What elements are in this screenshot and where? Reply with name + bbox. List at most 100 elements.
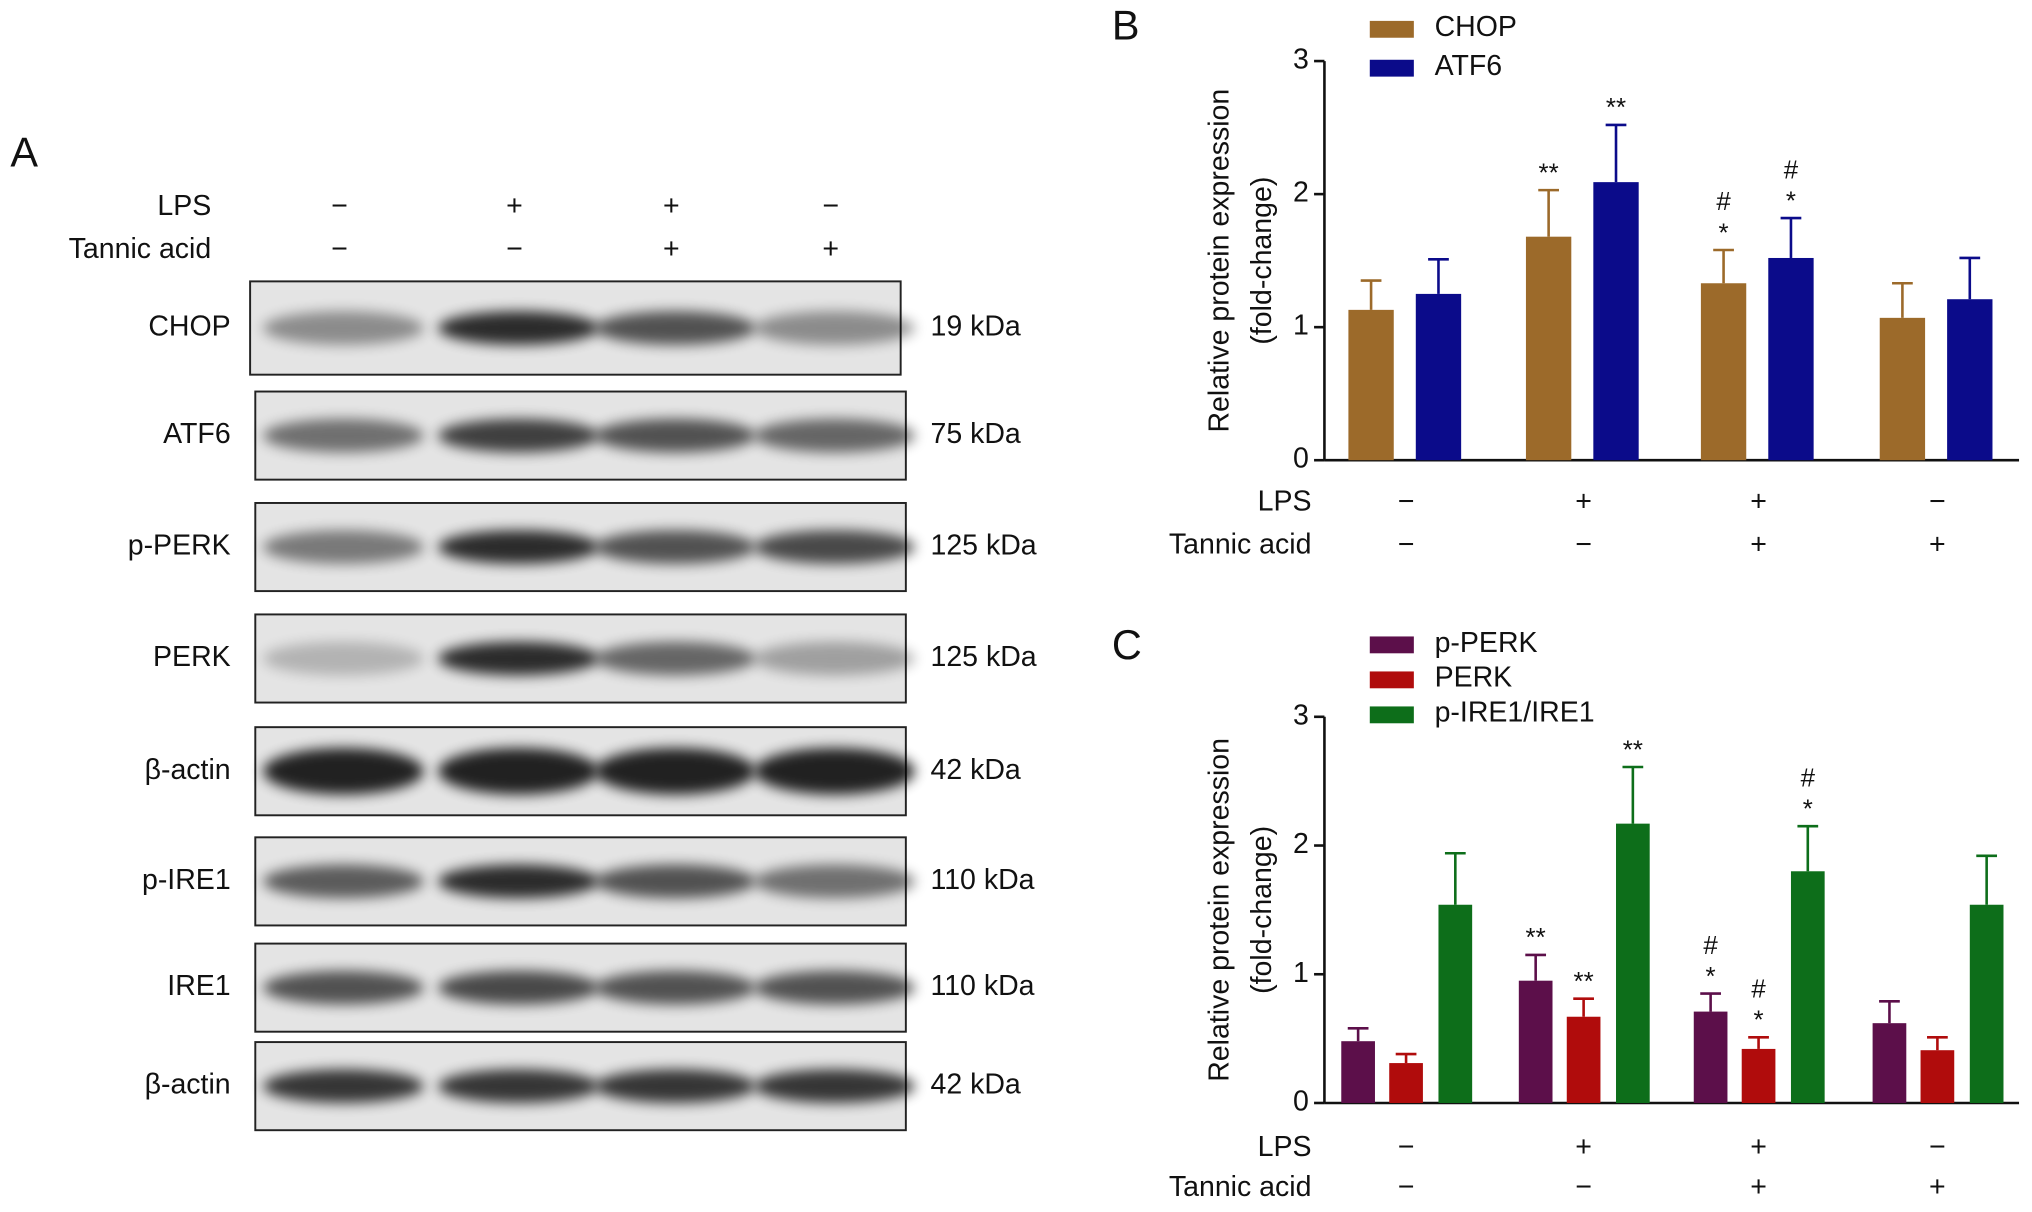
bar [1768, 257, 1814, 461]
y-tick-label: 2 [1293, 177, 1309, 209]
condition-sign: − [1929, 1131, 1946, 1163]
bar [1518, 980, 1553, 1103]
condition-sign: − [1398, 1131, 1415, 1163]
condition-sign: + [1575, 1131, 1592, 1163]
y-axis-label: Relative protein expression [1203, 738, 1235, 1082]
condition-label: LPS [157, 190, 211, 222]
blot-band [754, 530, 915, 564]
bar [1438, 904, 1473, 1103]
row-label: CHOP [148, 311, 230, 343]
error-bar [1748, 1036, 1769, 1049]
bar [1616, 823, 1650, 1103]
legend-label: p-IRE1/IRE1 [1435, 697, 1595, 729]
blot-band [438, 530, 599, 564]
condition-sign: − [1398, 486, 1415, 518]
blot-band [438, 418, 599, 453]
blot-band [438, 747, 599, 795]
condition-sign: + [506, 190, 523, 222]
y-tick-label: 0 [1293, 1086, 1309, 1118]
blot-band [594, 1069, 756, 1103]
blot-band [438, 641, 599, 676]
error-bar [1713, 248, 1734, 284]
row-size: 75 kDa [930, 418, 1020, 450]
condition-sign: + [1929, 1171, 1946, 1203]
blot-band [754, 1069, 915, 1103]
y-tick-label: 3 [1293, 44, 1309, 76]
row-label: IRE1 [167, 970, 230, 1002]
significance: ** [1606, 94, 1626, 122]
y-tick-label: 3 [1293, 699, 1309, 731]
condition-sign: + [663, 190, 680, 222]
condition-sign: + [1750, 486, 1767, 518]
bar [1593, 182, 1639, 461]
blot-band [594, 747, 756, 795]
error-bar [1444, 851, 1466, 905]
significance: * [1719, 219, 1729, 247]
condition-sign: + [663, 233, 680, 265]
error-bar [1605, 123, 1627, 183]
significance: * [1803, 796, 1813, 824]
legend-swatch [1369, 671, 1414, 689]
row-label: p-PERK [128, 530, 231, 562]
significance: ** [1526, 924, 1546, 952]
row-label: ATF6 [163, 418, 231, 450]
blot-band [754, 747, 915, 795]
error-bar [1360, 279, 1382, 310]
blot-band [263, 1069, 424, 1103]
significance: * [1754, 1007, 1764, 1035]
blot-band [438, 1069, 599, 1103]
bar [1700, 283, 1747, 461]
legend-swatch [1369, 59, 1414, 77]
legend-label: PERK [1435, 662, 1513, 694]
y-axis-label: (fold-change) [1246, 826, 1278, 994]
bar [1920, 1050, 1955, 1103]
row-size: 19 kDa [930, 311, 1020, 343]
row-size: 110 kDa [930, 970, 1034, 1002]
significance: # [1751, 976, 1766, 1004]
condition-sign: + [1575, 486, 1592, 518]
row-label: β-actin [145, 754, 231, 786]
condition-sign: − [1398, 1171, 1415, 1203]
bar [1341, 1041, 1375, 1103]
condition-sign: + [1750, 1131, 1767, 1163]
bar [1741, 1048, 1776, 1103]
blot-band [754, 641, 915, 676]
condition-label: LPS [1258, 1131, 1312, 1163]
blot-band [594, 641, 756, 676]
y-tick-label: 1 [1293, 957, 1309, 989]
condition-sign: − [331, 233, 348, 265]
y-tick-label: 2 [1293, 828, 1309, 860]
blot-band [438, 864, 599, 899]
bar [1872, 1023, 1907, 1103]
condition-label: LPS [1258, 486, 1312, 518]
legend-label: p-PERK [1435, 627, 1538, 659]
condition-sign: + [1929, 528, 1946, 560]
error-bar [1927, 1036, 1948, 1051]
blot-band [263, 747, 424, 795]
error-bar [1395, 1052, 1417, 1064]
error-bar [1892, 281, 1913, 318]
significance: * [1786, 187, 1796, 215]
blot-band [263, 970, 424, 1005]
error-bar [1538, 188, 1559, 237]
error-bar [1700, 992, 1721, 1012]
bar [1348, 309, 1394, 461]
error-bar [1959, 256, 1981, 300]
bar [1790, 871, 1825, 1103]
condition-sign: + [822, 233, 839, 265]
blot-band [263, 864, 424, 899]
condition-sign: − [331, 190, 348, 222]
condition-sign: − [1929, 486, 1946, 518]
blot-band [754, 864, 915, 899]
y-axis-label: (fold-change) [1246, 177, 1278, 345]
significance: ** [1539, 159, 1559, 187]
y-tick-label: 1 [1293, 310, 1309, 342]
blot-band [594, 311, 756, 345]
legend-swatch [1369, 706, 1414, 724]
row-size: 110 kDa [930, 864, 1034, 896]
panel-letter: A [10, 129, 38, 176]
condition-sign: + [1750, 528, 1767, 560]
blot-band [594, 418, 756, 453]
error-bar [1780, 216, 1802, 258]
